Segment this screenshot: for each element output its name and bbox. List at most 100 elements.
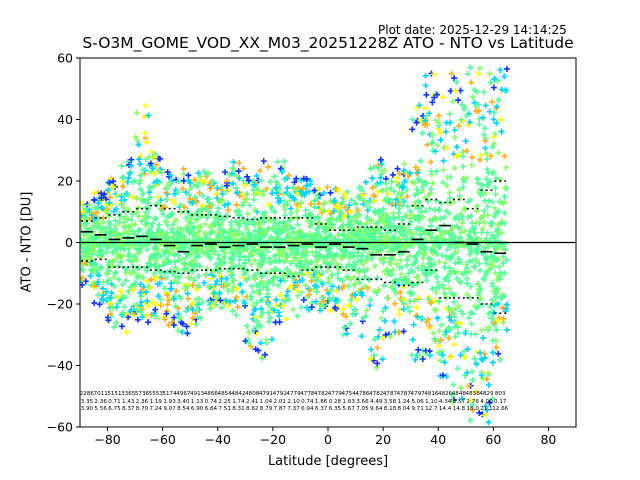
scatter-point <box>103 288 110 295</box>
scatter-point <box>469 377 476 384</box>
scatter-point <box>185 177 192 184</box>
scatter-point <box>431 94 438 101</box>
scatter-point <box>454 79 461 86</box>
bin-annotation: 4829 <box>479 391 494 397</box>
scatter-point <box>332 235 339 242</box>
scatter-point <box>495 317 502 324</box>
scatter-point <box>501 292 508 299</box>
scatter-point <box>377 179 384 186</box>
scatter-point <box>112 217 119 224</box>
scatter-point <box>274 158 281 165</box>
y-tick-label: −60 <box>47 420 73 435</box>
scatter-point <box>132 133 139 140</box>
scatter-point <box>370 164 377 171</box>
scatter-point <box>388 255 395 262</box>
scatter-point <box>137 186 144 193</box>
scatter-point <box>311 197 318 204</box>
scatter-point <box>287 224 294 231</box>
scatter-point <box>380 307 387 314</box>
scatter-point <box>98 251 105 258</box>
scatter-point <box>134 204 141 211</box>
scatter-point <box>154 315 161 322</box>
scatter-point <box>109 262 116 269</box>
scatter-point <box>458 213 465 220</box>
bin-annotation: 4787 <box>383 391 398 397</box>
scatter-point <box>143 219 150 226</box>
scatter-point <box>325 226 332 233</box>
bin-annotation: 6.75 <box>108 406 121 412</box>
scatter-point <box>413 119 420 126</box>
scatter-point <box>334 270 341 277</box>
scatter-point <box>464 265 471 272</box>
scatter-point <box>294 312 301 319</box>
scatter-point <box>387 333 394 340</box>
bin-annotation: 1.86 <box>315 399 328 405</box>
scatter-point <box>307 223 314 230</box>
scatter-point <box>436 328 443 335</box>
scatter-point <box>144 297 151 304</box>
scatter-point <box>371 263 378 270</box>
scatter-point <box>465 258 472 265</box>
bin-annotation: 4816 <box>424 391 439 397</box>
bin-annotation: 16.0 <box>466 406 479 412</box>
scatter-point <box>427 299 434 306</box>
scatter-point <box>419 355 426 362</box>
scatter-point <box>466 315 473 322</box>
scatter-point <box>433 168 440 175</box>
scatter-point <box>135 250 142 257</box>
scatter-point <box>382 318 389 325</box>
scatter-point <box>241 299 248 306</box>
scatter-point <box>126 170 133 177</box>
scatter-point <box>492 319 499 326</box>
scatter-point <box>225 200 232 207</box>
scatter-point <box>312 298 319 305</box>
bin-annotation: 4854 <box>218 391 233 397</box>
scatter-point <box>500 253 507 260</box>
scatter-point <box>252 314 259 321</box>
scatter-point <box>369 184 376 191</box>
bin-annotation: 803 <box>495 391 506 397</box>
scatter-point <box>250 187 257 194</box>
scatter-point <box>223 182 230 189</box>
scatter-point <box>455 330 462 337</box>
scatter-point <box>443 145 450 152</box>
scatter-point <box>474 176 481 183</box>
scatter-point <box>262 351 269 358</box>
bin-annotation: 4782 <box>314 391 328 397</box>
scatter-point <box>407 290 414 297</box>
scatter-point <box>485 324 492 331</box>
scatter-point <box>326 296 333 303</box>
scatter-point <box>414 273 421 280</box>
scatter-point <box>193 181 200 188</box>
scatter-point <box>396 311 403 318</box>
scatter-point <box>265 309 272 316</box>
scatter-point <box>123 329 130 336</box>
scatter-point <box>464 291 471 298</box>
scatter-point <box>174 266 181 273</box>
scatter-point <box>142 102 149 109</box>
scatter-point <box>503 301 510 308</box>
scatter-point <box>400 306 407 313</box>
scatter-point <box>346 202 353 209</box>
scatter-point <box>484 407 491 414</box>
scatter-point <box>106 219 113 226</box>
scatter-point <box>396 189 403 196</box>
scatter-point <box>424 141 431 148</box>
scatter-point <box>273 258 280 265</box>
scatter-point <box>221 259 228 266</box>
scatter-point <box>130 286 136 293</box>
scatter-point <box>422 194 429 201</box>
scatter-point <box>217 297 224 304</box>
scatter-point <box>396 170 403 177</box>
scatter-point <box>117 200 124 207</box>
scatter-point <box>457 352 464 359</box>
scatter-point <box>290 184 297 191</box>
scatter-point <box>230 180 237 187</box>
scatter-point <box>205 253 212 260</box>
scatter-point <box>286 218 293 225</box>
scatter-point <box>128 156 135 163</box>
scatter-point <box>483 257 490 264</box>
scatter-point <box>301 264 308 271</box>
bin-annotation: 6.37 <box>315 406 328 412</box>
scatter-point <box>244 190 251 197</box>
